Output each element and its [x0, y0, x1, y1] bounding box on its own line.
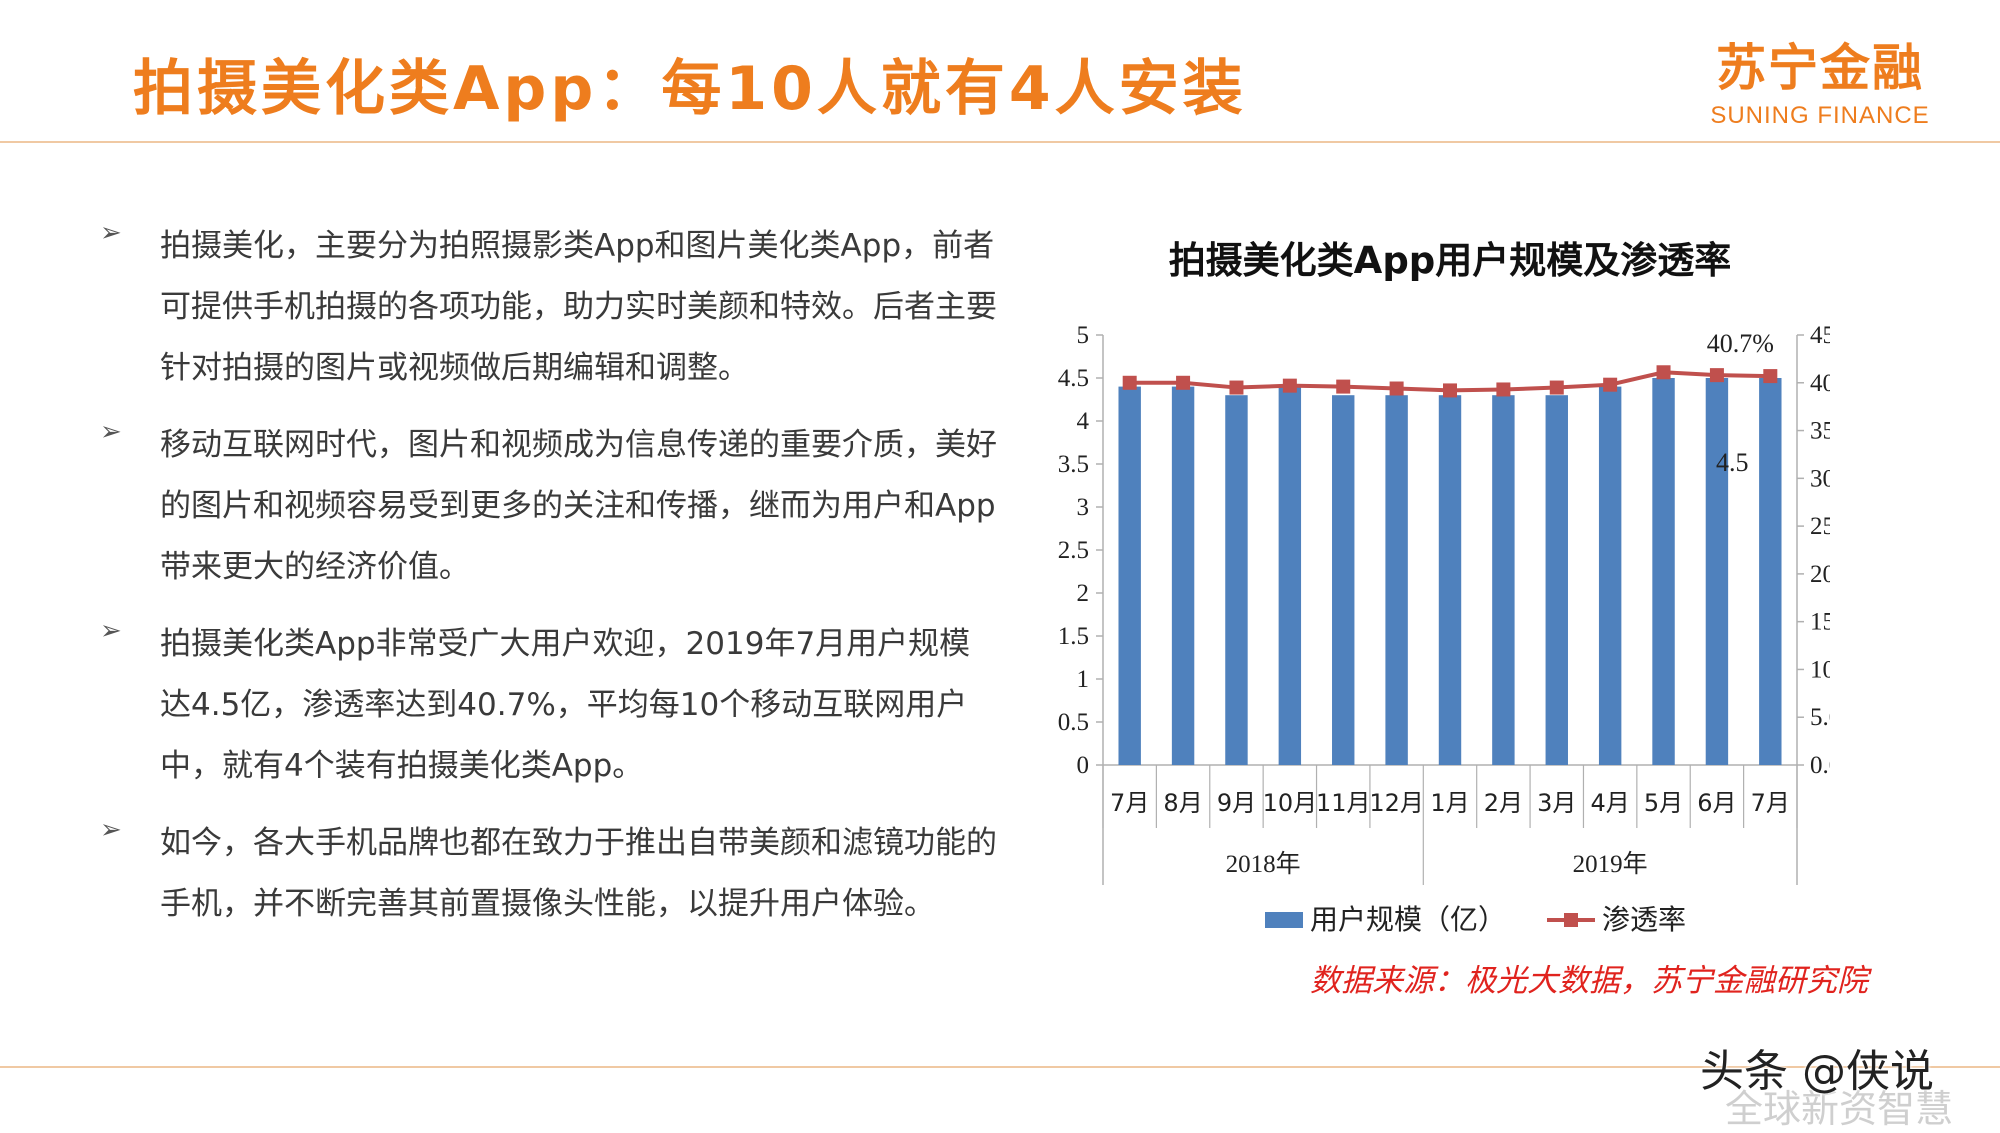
line-point-marker: [1549, 380, 1564, 395]
y-right-tick-label: 30.0%: [1810, 465, 1830, 492]
line-point-marker: [1603, 377, 1618, 392]
bar: [1385, 395, 1408, 765]
bullet-item: ➢ 如今，各大手机品牌也都在致力于推出自带美颜和滤镜功能的手机，并不断完善其前置…: [100, 813, 1000, 935]
y-left-tick-label: 4: [1077, 408, 1090, 435]
bullet-item: ➢ 拍摄美化，主要分为拍照摄影类App和图片美化类App，前者可提供手机拍摄的各…: [100, 216, 1000, 399]
bar: [1171, 386, 1195, 765]
y-right-tick-label: 0.0%: [1810, 752, 1830, 779]
y-left-tick-label: 5: [1077, 322, 1090, 349]
x-tick-label: 4月: [1591, 789, 1630, 817]
bar: [1438, 395, 1462, 765]
arrow-bullet-icon: ➢: [100, 218, 122, 248]
x-tick-label: 5月: [1644, 789, 1683, 817]
y-right-tick-label: 5.0%: [1810, 704, 1830, 731]
bar: [1598, 386, 1622, 765]
line-point-marker: [1336, 379, 1351, 394]
arrow-bullet-icon: ➢: [100, 616, 122, 646]
line-point-marker: [1763, 369, 1778, 384]
y-right-tick-label: 15.0%: [1810, 609, 1830, 636]
x-tick-label: 3月: [1537, 789, 1576, 817]
arrow-bullet-icon: ➢: [100, 815, 122, 845]
slide-title: 拍摄美化类App：每10人就有4人安装: [133, 54, 1247, 124]
y-right-tick-label: 20.0%: [1810, 561, 1830, 588]
bar: [1759, 378, 1782, 765]
bar: [1705, 378, 1729, 765]
chart-title: 拍摄美化类App用户规模及渗透率: [1168, 239, 1732, 282]
x-tick-label: 1月: [1430, 789, 1469, 817]
bar: [1118, 386, 1141, 765]
x-tick-label: 7月: [1110, 789, 1149, 817]
bar: [1225, 395, 1248, 765]
line-point-marker: [1122, 375, 1137, 390]
y-left-tick-label: 1.5: [1058, 623, 1089, 650]
x-tick-label: 8月: [1163, 789, 1202, 817]
y-right-tick-label: 10.0%: [1810, 656, 1830, 683]
bar: [1545, 395, 1568, 765]
y-left-tick-label: 1: [1077, 666, 1090, 693]
x-tick-label: 6月: [1697, 789, 1736, 817]
legend-bar-label: 用户规模（亿）: [1310, 903, 1506, 936]
year-group-label: 2019年: [1573, 850, 1648, 878]
bullet-text: 拍摄美化类App非常受广大用户欢迎，2019年7月用户规模达4.5亿，渗透率达到…: [160, 626, 971, 784]
legend-line-label: 渗透率: [1602, 903, 1686, 936]
line-point-marker: [1282, 378, 1297, 393]
y-left-tick-label: 4.5: [1058, 365, 1089, 392]
line-point-marker: [1389, 381, 1404, 396]
x-tick-label: 11月: [1316, 789, 1371, 817]
line-data-label: 40.7%: [1707, 329, 1774, 358]
y-left-tick-label: 2: [1077, 580, 1090, 607]
watermark: 头条 @侠说: [1700, 1046, 1934, 1097]
x-tick-label: 9月: [1217, 789, 1256, 817]
y-left-tick-label: 3: [1077, 494, 1090, 521]
y-left-tick-label: 3.5: [1058, 451, 1089, 478]
year-group-label: 2018年: [1226, 850, 1301, 878]
y-left-tick-label: 0.5: [1058, 709, 1089, 736]
y-right-tick-label: 45.0%: [1810, 322, 1830, 349]
header-divider: [0, 141, 2000, 143]
y-right-tick-label: 35.0%: [1810, 418, 1830, 445]
footer-divider: [0, 1066, 2000, 1068]
line-point-marker: [1496, 382, 1511, 397]
y-left-tick-label: 0: [1077, 752, 1090, 779]
logo-english: SUNING FINANCE: [1710, 102, 1930, 129]
x-tick-label: 7月: [1751, 789, 1790, 817]
arrow-bullet-icon: ➢: [100, 417, 122, 447]
line-point-marker: [1656, 365, 1671, 380]
line-point-marker: [1709, 368, 1724, 383]
bullet-list: ➢ 拍摄美化，主要分为拍照摄影类App和图片美化类App，前者可提供手机拍摄的各…: [100, 216, 1000, 951]
line-point-marker: [1443, 383, 1457, 398]
watermark-subtext: 全球新资智慧: [1725, 1087, 1954, 1131]
bar: [1492, 395, 1515, 765]
logo-chinese: 苏宁金融: [1716, 39, 1924, 97]
x-tick-label: 2月: [1484, 789, 1523, 817]
y-right-tick-label: 25.0%: [1810, 513, 1830, 540]
combo-bar-line-chart: 0 0.5 1 1.5 2 2.5 3 3.5 4 4.5 5 0.0% 5.0% 10.0% 15.0% 2…: [1058, 322, 1830, 936]
bullet-item: ➢ 移动互联网时代，图片和视频成为信息传递的重要介质，美好的图片和视频容易受到更…: [100, 415, 1000, 598]
legend-line-marker: [1564, 913, 1578, 927]
x-tick-label: 12月: [1369, 789, 1424, 817]
bullet-text: 如今，各大手机品牌也都在致力于推出自带美颜和滤镜功能的手机，并不断完善其前置摄像…: [160, 825, 997, 922]
suning-finance-logo: 苏宁金融 SUNING FINANCE: [1690, 28, 1950, 129]
x-tick-label: 10月: [1263, 789, 1318, 817]
line-point-marker: [1176, 375, 1191, 390]
data-source-note: 数据来源：极光大数据，苏宁金融研究院: [1310, 963, 1868, 999]
legend-bar-swatch: [1265, 912, 1303, 928]
bar: [1278, 386, 1302, 765]
bar: [1332, 395, 1355, 765]
y-left-tick-label: 2.5: [1058, 537, 1089, 564]
bullet-text: 拍摄美化，主要分为拍照摄影类App和图片美化类App，前者可提供手机拍摄的各项功…: [160, 228, 997, 386]
line-point-marker: [1229, 380, 1244, 395]
bullet-text: 移动互联网时代，图片和视频成为信息传递的重要介质，美好的图片和视频容易受到更多的…: [160, 427, 997, 585]
y-right-tick-label: 40.0%: [1810, 370, 1830, 397]
bar-data-label: 4.5: [1716, 448, 1749, 477]
bullet-item: ➢ 拍摄美化类App非常受广大用户欢迎，2019年7月用户规模达4.5亿，渗透率…: [100, 614, 1000, 797]
bar: [1652, 378, 1675, 765]
